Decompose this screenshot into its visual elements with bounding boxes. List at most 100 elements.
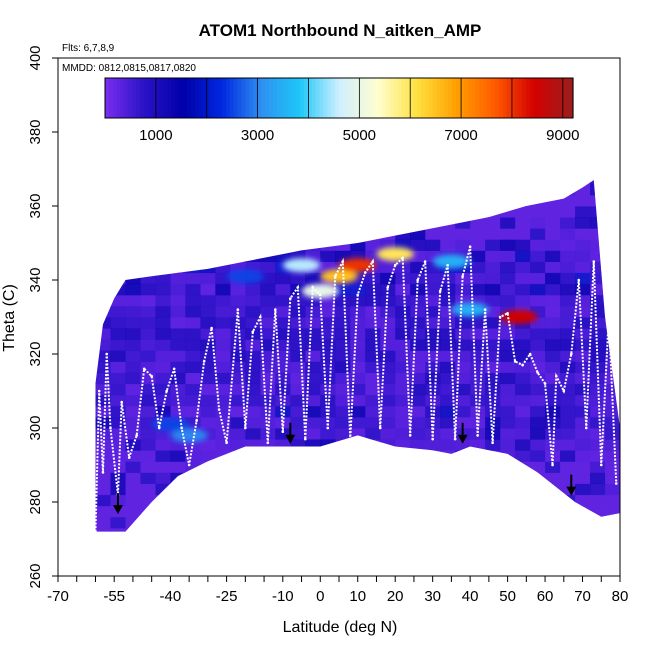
heatmap-cell — [515, 383, 531, 396]
colorbar-segment — [190, 78, 196, 118]
heatmap-cell — [470, 483, 486, 496]
colorbar-segment — [284, 78, 289, 118]
heatmap-cell — [125, 183, 141, 196]
heatmap-cell — [95, 250, 111, 262]
heatmap-cell — [365, 505, 381, 518]
heatmap-cell — [200, 294, 216, 307]
heatmap-cell — [530, 206, 546, 218]
heatmap-cell — [170, 183, 186, 196]
heatmap-cell — [560, 516, 576, 529]
heatmap-cell — [380, 461, 396, 473]
heatmap-cell — [95, 194, 111, 207]
heatmap-cell — [320, 505, 336, 518]
heatmap-cell — [560, 294, 576, 307]
heatmap-cell — [185, 183, 201, 196]
heatmap-cell — [470, 450, 486, 462]
heatmap-cell — [590, 183, 606, 196]
heatmap-cell — [215, 383, 231, 396]
track-point — [266, 441, 270, 445]
heatmap-cell — [110, 294, 126, 307]
heatmap-cell — [110, 217, 126, 229]
heatmap-cell — [470, 250, 486, 262]
x-tick-label: -55 — [103, 588, 125, 605]
colorbar-segment — [358, 78, 363, 118]
heatmap-cell — [545, 272, 561, 285]
colorbar-segment — [350, 78, 356, 118]
heatmap-cell — [155, 317, 171, 329]
heatmap-cell — [560, 261, 576, 274]
colorbar-segment — [381, 78, 387, 118]
heatmap-cell — [185, 239, 201, 251]
heatmap-cell — [365, 283, 381, 296]
heatmap-cell — [140, 183, 156, 196]
heatmap-cell — [185, 450, 201, 462]
heatmap-cell — [140, 239, 156, 251]
x-tick-label: 60 — [537, 588, 554, 605]
track-point — [259, 315, 262, 319]
heatmap-cell — [305, 361, 321, 373]
heatmap-cell — [530, 183, 546, 196]
heatmap-cell — [95, 505, 111, 518]
heatmap-cell — [590, 217, 606, 229]
heatmap-cell — [125, 328, 141, 340]
colorbar-segment — [452, 78, 457, 118]
heatmap-cell — [530, 527, 546, 532]
heatmap-cell — [515, 494, 531, 507]
heatmap-cell — [410, 239, 426, 251]
heatmap-cell — [440, 180, 456, 185]
heatmap-cell — [425, 472, 441, 484]
heatmap-cell — [140, 294, 156, 307]
heatmap-cell — [440, 339, 456, 351]
colorbar-segment — [331, 78, 336, 118]
heatmap-cell — [320, 527, 336, 532]
hotspot — [451, 302, 489, 317]
heatmap-cell — [215, 450, 231, 462]
heatmap-cell — [380, 206, 396, 218]
heatmap-cell — [350, 239, 366, 251]
heatmap-cell — [230, 527, 246, 532]
heatmap-cell — [290, 272, 306, 285]
colorbar-segment — [179, 78, 184, 118]
heatmap-cell — [290, 461, 306, 473]
heatmap-cell — [335, 428, 351, 440]
colorbar-segment — [342, 78, 348, 118]
heatmap-cell — [485, 217, 501, 229]
heatmap-cell — [290, 194, 306, 207]
colorbar-segment — [198, 78, 204, 118]
heatmap-cell — [425, 339, 441, 351]
heatmap-cell — [170, 294, 186, 307]
heatmap-cell — [95, 394, 111, 407]
heatmap-cell — [155, 239, 171, 251]
heatmap-cell — [395, 283, 411, 296]
track-point — [363, 271, 367, 274]
heatmap-cell — [515, 394, 531, 407]
heatmap-cell — [290, 450, 306, 462]
heatmap-cell — [545, 505, 561, 518]
heatmap-cell — [125, 228, 141, 240]
heatmap-cell — [260, 472, 276, 484]
heatmap-cell — [215, 206, 231, 218]
heatmap-cell — [305, 527, 321, 532]
heatmap-cell — [185, 194, 201, 207]
heatmap-cell — [560, 416, 576, 429]
heatmap-cell — [245, 261, 261, 274]
heatmap-cell — [170, 372, 186, 385]
heatmap-cell — [260, 283, 276, 296]
heatmap-cell — [380, 483, 396, 496]
heatmap-cell — [140, 461, 156, 473]
colorbar-segment — [467, 78, 473, 118]
heatmap-cell — [545, 228, 561, 240]
heatmap-cell — [470, 272, 486, 285]
heatmap-cell — [425, 239, 441, 251]
heatmap-cell — [380, 361, 396, 373]
heatmap-cell — [365, 350, 381, 362]
heatmap-cell — [320, 228, 336, 240]
track-point — [311, 286, 315, 289]
heatmap-cell — [230, 394, 246, 407]
heatmap-cell — [575, 305, 591, 318]
heatmap-cell — [470, 416, 486, 429]
x-tick-label: 0 — [316, 588, 324, 605]
x-tick-label: 20 — [387, 588, 404, 605]
heatmap-cell — [290, 183, 306, 196]
colorbar-segment — [506, 78, 512, 118]
